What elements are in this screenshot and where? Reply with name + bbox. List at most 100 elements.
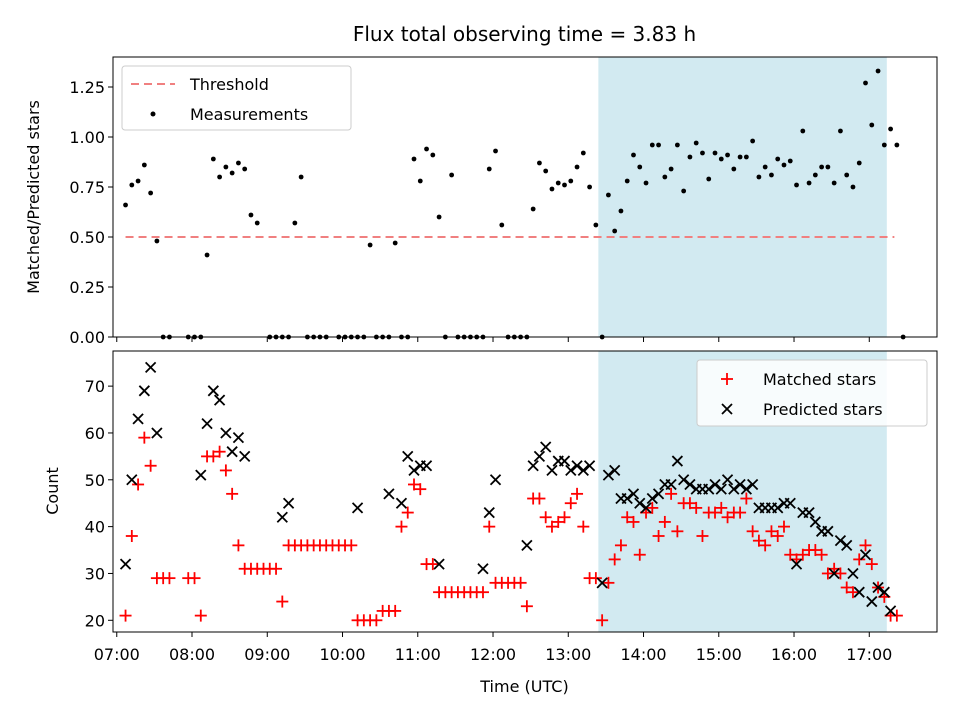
measurement-point: [223, 164, 229, 170]
predicted-star-point: [577, 464, 589, 477]
measurement-point: [631, 152, 636, 158]
measurement-point: [762, 164, 768, 170]
matched-star-point: [194, 609, 207, 622]
predicted-star-point: [138, 385, 150, 397]
bottom-legend-box: [696, 359, 928, 427]
predicted-star-point: [220, 427, 232, 439]
predicted-star-point: [828, 567, 840, 580]
matched-star-point: [652, 529, 665, 542]
predicted-star-point: [709, 478, 721, 491]
top-legend: Threshold Measurements: [121, 65, 352, 131]
predicted-star-point: [809, 516, 821, 528]
matched-star-point: [119, 609, 132, 622]
predicted-star-point: [583, 460, 596, 472]
predicted-star-point: [627, 488, 640, 500]
predicted-star-point: [872, 581, 884, 594]
bottom-y-axis-ticks: 20 30 40 50 60 70: [85, 377, 113, 630]
legend-measurements-label: Measurements: [190, 105, 308, 124]
matched-star-point: [608, 553, 621, 566]
measurement-point: [417, 178, 423, 184]
predicted-star-point: [703, 483, 715, 495]
measurement-point: [656, 142, 661, 148]
matched-star-point: [270, 562, 283, 575]
predicted-star-point: [201, 417, 213, 430]
measurement-point: [298, 174, 304, 180]
x-tick-label: 12:00: [470, 645, 516, 664]
legend-predicted-label: Predicted stars: [763, 400, 883, 419]
matched-star-point: [426, 558, 439, 571]
measurement-point: [580, 150, 586, 156]
y-tick-label: 30: [85, 564, 105, 583]
predicted-star-point: [646, 492, 658, 505]
measurement-point: [543, 168, 549, 174]
matched-star-point: [721, 511, 734, 524]
matched-star-point: [539, 511, 552, 524]
measurement-point: [674, 142, 680, 148]
measurement-point: [737, 154, 743, 160]
y-tick-label: 0.25: [69, 278, 105, 297]
measurement-point: [229, 170, 235, 176]
matched-star-point: [809, 544, 822, 557]
measurement-point: [869, 122, 875, 128]
x-tick-label: 13:00: [545, 645, 591, 664]
matched-star-point: [596, 614, 609, 627]
predicted-star-point: [527, 460, 539, 472]
predicted-star-point: [571, 460, 583, 472]
bottom-y-axis-label: Count: [43, 467, 62, 515]
predicted-star-point: [866, 595, 878, 608]
matched-star-point: [602, 576, 615, 589]
predicted-star-point: [239, 450, 251, 463]
predicted-star-point: [841, 539, 853, 551]
top-plot: 0.00 0.25 0.50 0.75 1.00 1.25 Matched/Predict…: [24, 56, 938, 347]
predicted-star-point: [878, 586, 890, 598]
predicted-star-point: [521, 539, 533, 551]
measurement-point: [424, 146, 429, 152]
predicted-star-point: [728, 483, 740, 495]
x-tick-label: 08:00: [169, 645, 215, 664]
measurement-point: [449, 172, 455, 178]
top-x-axis-ticks: [116, 337, 870, 342]
top-y-axis-ticks: 0.00 0.25 0.50 0.75 1.00 1.25: [69, 78, 113, 347]
measurement-point: [718, 156, 724, 162]
x-tick-label: 09:00: [244, 645, 290, 664]
predicted-star-point: [226, 446, 238, 458]
measurement-point: [135, 178, 141, 184]
predicted-star-point: [734, 478, 746, 491]
predicted-star-point: [678, 474, 690, 486]
legend-matched-label: Matched stars: [763, 370, 876, 389]
matched-star-point: [815, 548, 828, 561]
predicted-star-point: [558, 455, 571, 467]
measurement-point: [756, 174, 762, 180]
measurement-point: [292, 220, 298, 226]
measurement-point: [894, 142, 900, 148]
bottom-legend: Matched stars Predicted stars: [696, 359, 928, 427]
matched-star-point: [834, 567, 847, 580]
measurement-point: [731, 166, 737, 172]
measurement-point: [436, 214, 442, 220]
x-tick-label: 15:00: [696, 645, 742, 664]
measurement-point: [775, 156, 781, 162]
measurement-point: [217, 174, 223, 180]
measurement-point: [618, 208, 624, 214]
predicted-star-point: [684, 478, 696, 491]
matched-star-point: [658, 515, 671, 528]
measurement-point: [800, 128, 806, 134]
measurement-point: [812, 172, 818, 178]
measurement-point: [123, 202, 128, 208]
matched-star-point: [514, 576, 527, 589]
predicted-star-point: [740, 483, 753, 495]
predicted-star-point: [652, 488, 665, 500]
measurement-point: [881, 142, 887, 148]
matched-star-point: [345, 539, 358, 552]
y-tick-label: 0.50: [69, 228, 105, 247]
predicted-star-point: [144, 361, 157, 374]
matched-star-point: [665, 487, 678, 500]
measurement-point: [649, 142, 655, 148]
measurement-point: [486, 166, 492, 172]
matched-star-point: [777, 520, 790, 533]
predicted-star-point: [213, 394, 226, 406]
measurement-point: [863, 80, 868, 86]
matched-star-point: [784, 548, 797, 561]
legend-matched-swatch: [721, 373, 733, 385]
